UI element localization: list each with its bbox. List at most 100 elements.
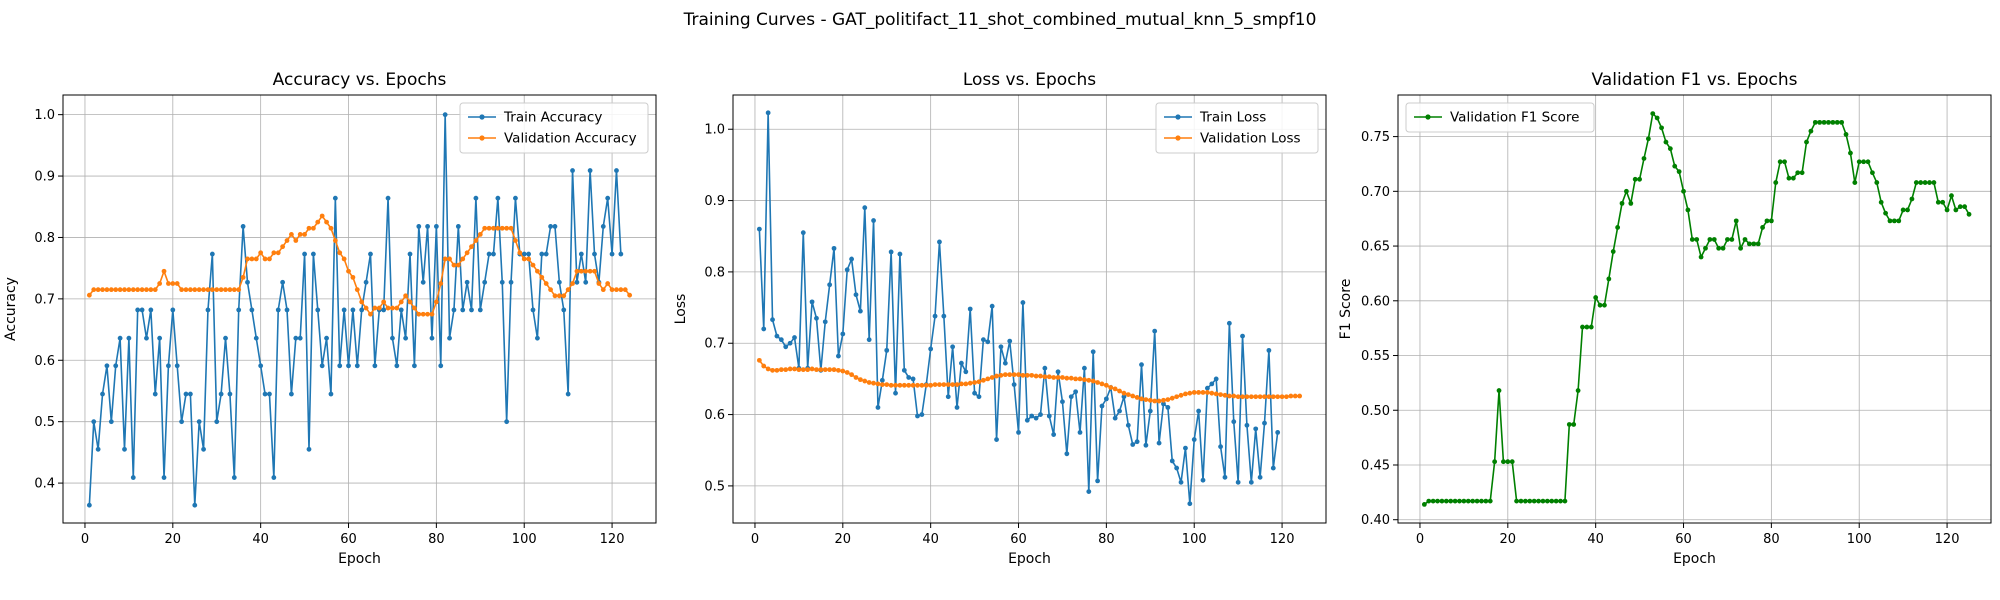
f1-data-point <box>1483 498 1489 504</box>
loss-data-point <box>1029 372 1035 378</box>
f1-data-point <box>1852 180 1858 185</box>
accuracy-data-point <box>574 268 580 274</box>
f1-data-point <box>1738 245 1744 251</box>
accuracy-data-point <box>231 287 237 293</box>
loss-data-point <box>1108 385 1114 390</box>
loss-data-point <box>1262 394 1267 400</box>
accuracy-data-point <box>253 335 259 341</box>
loss-plot-area <box>733 95 1326 523</box>
loss-data-point <box>1235 479 1241 485</box>
loss-data-point <box>1038 412 1043 417</box>
accuracy-data-point <box>113 363 119 369</box>
accuracy-data-point <box>504 225 510 231</box>
loss-data-point <box>809 299 815 305</box>
f1-y-tick-label: 0.60 <box>1361 294 1390 309</box>
loss-data-point <box>980 337 986 343</box>
loss-data-point <box>910 376 916 382</box>
accuracy-data-point <box>455 262 461 268</box>
f1-data-point <box>1768 218 1774 224</box>
f1-data-point <box>1698 254 1704 260</box>
f1-data-point <box>1452 498 1458 504</box>
accuracy-data-point <box>477 231 483 237</box>
loss-data-point <box>1082 377 1087 383</box>
accuracy-data-point <box>231 475 237 480</box>
f1-data-point <box>1905 207 1910 213</box>
loss-data-point <box>1121 390 1127 396</box>
loss-data-point <box>774 333 780 339</box>
accuracy-chart: 0 20 40 60 80 100 120 0.4 0.5 0.6 0.7 0.8 0.9 1.0 Accu… <box>3 70 657 567</box>
accuracy-data-point <box>486 225 492 231</box>
accuracy-data-point <box>354 363 360 369</box>
accuracy-data-point <box>416 311 422 317</box>
f1-data-point <box>1720 245 1726 251</box>
accuracy-data-point <box>100 287 105 293</box>
f1-data-point <box>1747 241 1752 247</box>
f1-data-point <box>1742 237 1748 242</box>
accuracy-data-point <box>407 299 413 305</box>
loss-data-point <box>1174 465 1180 471</box>
accuracy-data-point <box>469 244 474 250</box>
accuracy-data-point <box>324 219 329 225</box>
f1-data-point <box>1790 175 1796 181</box>
loss-data-point <box>906 382 912 388</box>
f1-data-point <box>1624 188 1629 194</box>
accuracy-data-point <box>319 363 325 369</box>
loss-data-point <box>1178 479 1184 485</box>
loss-data-point <box>800 367 806 373</box>
accuracy-data-point <box>249 256 255 262</box>
f1-legend-label: Validation F1 Score <box>1450 110 1579 126</box>
loss-y-tick-label: 0.6 <box>704 408 725 423</box>
f1-data-point <box>1782 159 1787 165</box>
accuracy-data-point <box>372 305 378 311</box>
f1-data-point <box>1957 204 1963 210</box>
loss-data-point <box>1156 398 1162 404</box>
accuracy-data-point <box>205 307 211 313</box>
accuracy-data-point <box>135 287 141 293</box>
accuracy-data-point <box>293 335 299 341</box>
f1-data-point <box>1522 498 1528 504</box>
f1-y-tick-label: 0.70 <box>1361 185 1390 200</box>
loss-data-point <box>1055 369 1061 375</box>
accuracy-data-point <box>183 391 189 397</box>
f1-data-point <box>1457 498 1462 504</box>
accuracy-data-point <box>148 307 154 313</box>
loss-data-point <box>1024 372 1030 378</box>
f1-data-point <box>1878 199 1884 205</box>
loss-data-point <box>831 245 837 251</box>
accuracy-data-point <box>600 224 606 229</box>
loss-data-point <box>805 367 811 373</box>
f1-data-point <box>1685 207 1691 213</box>
loss-data-point <box>1169 458 1175 464</box>
accuracy-data-point <box>521 251 527 257</box>
loss-data-point <box>1011 372 1017 378</box>
accuracy-data-point <box>442 256 448 262</box>
loss-data-point <box>941 313 947 319</box>
loss-data-point <box>787 340 793 346</box>
loss-data-point <box>1266 347 1272 353</box>
loss-data-point <box>1240 394 1245 400</box>
loss-data-point <box>866 337 872 343</box>
loss-data-point <box>1068 394 1074 400</box>
loss-data-point <box>945 382 951 388</box>
accuracy-data-point <box>271 250 277 256</box>
accuracy-data-point <box>310 225 316 231</box>
loss-data-point <box>1099 403 1105 409</box>
accuracy-data-point <box>346 268 351 274</box>
accuracy-data-point <box>438 281 444 286</box>
loss-data-point <box>1112 415 1118 421</box>
accuracy-data-point <box>192 502 198 508</box>
accuracy-y-axis-label: Accuracy <box>3 277 19 341</box>
loss-data-point <box>1253 394 1259 400</box>
loss-x-tick-label: 0 <box>751 532 759 547</box>
loss-data-point <box>1033 415 1039 421</box>
loss-data-point <box>1266 394 1272 400</box>
loss-legend-marker <box>1175 114 1181 120</box>
loss-data-point <box>1200 390 1206 395</box>
accuracy-series-line-1 <box>88 214 631 316</box>
f1-data-point <box>1874 180 1880 185</box>
accuracy-x-tick-label: 100 <box>512 532 537 547</box>
loss-data-point <box>1196 408 1202 414</box>
loss-data-point <box>915 382 920 388</box>
accuracy-data-point <box>416 224 422 229</box>
f1-data-point <box>1821 119 1827 125</box>
